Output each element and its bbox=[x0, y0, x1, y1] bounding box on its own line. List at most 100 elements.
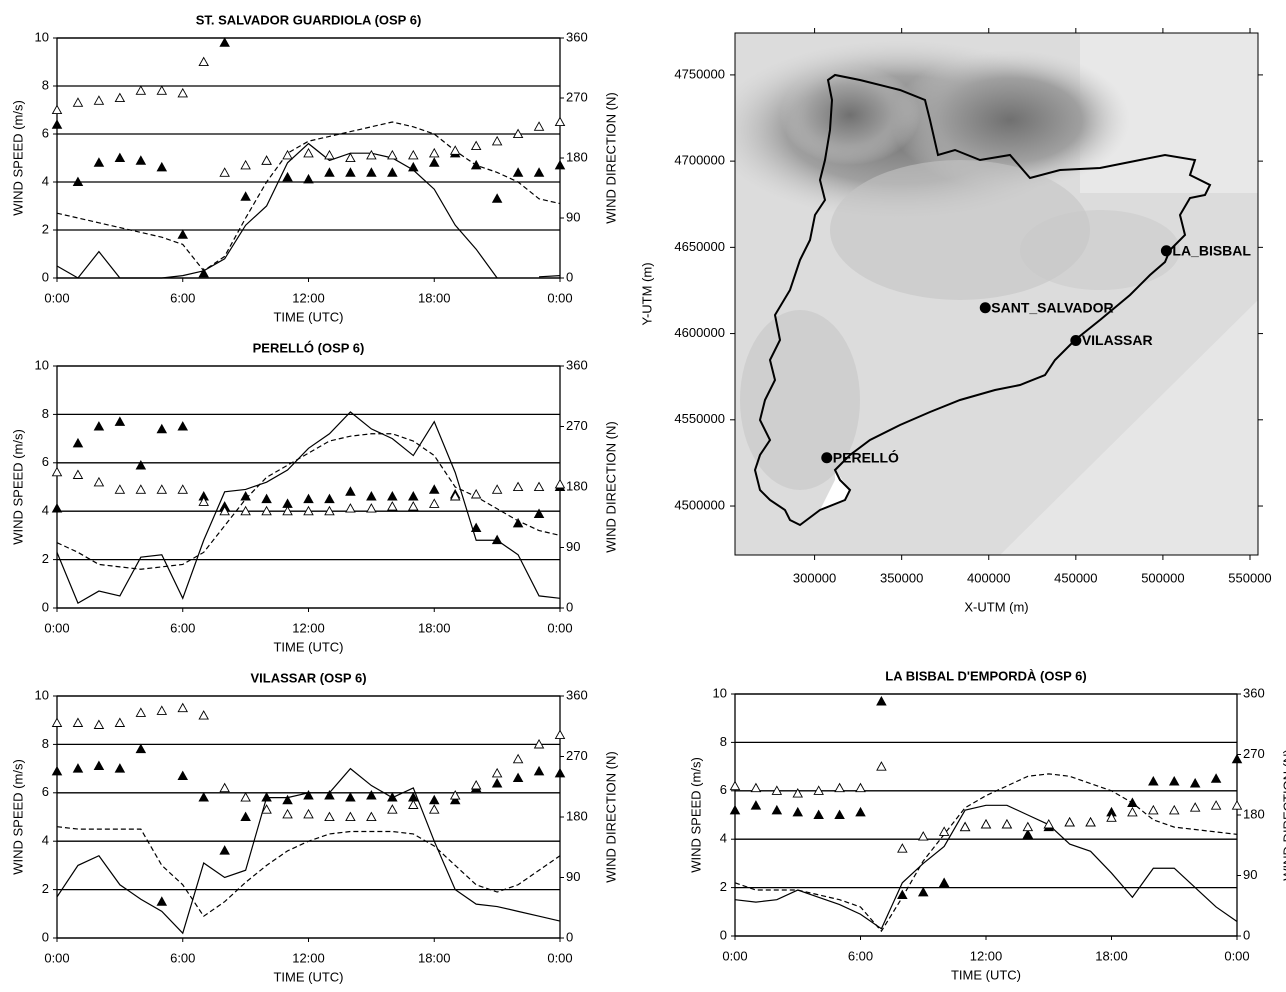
direction-marker bbox=[157, 163, 166, 171]
direction-marker bbox=[53, 120, 62, 128]
y2-tick-label: 270 bbox=[566, 418, 588, 433]
direction-marker bbox=[94, 96, 103, 104]
direction-marker bbox=[430, 158, 439, 166]
station bbox=[1161, 245, 1172, 256]
y-tick-label: 4 bbox=[42, 173, 49, 188]
direction-marker bbox=[136, 708, 145, 716]
direction-marker bbox=[199, 269, 208, 277]
y2-tick-label: 0 bbox=[566, 599, 573, 614]
direction-marker bbox=[430, 149, 439, 157]
y-axis-label: WIND SPEED (m/s) bbox=[10, 759, 25, 875]
direction-marker bbox=[388, 151, 397, 159]
y2-tick-label: 360 bbox=[566, 687, 588, 702]
direction-marker bbox=[877, 762, 886, 770]
direction-marker bbox=[325, 813, 334, 821]
direction-marker bbox=[556, 769, 565, 777]
y-tick-label: 6 bbox=[42, 125, 49, 140]
direction-marker bbox=[751, 784, 760, 792]
direction-marker bbox=[115, 718, 124, 726]
direction-marker bbox=[514, 755, 523, 763]
direction-marker bbox=[178, 422, 187, 430]
terrain bbox=[710, 33, 1258, 555]
y-tick-label: 4600000 bbox=[674, 325, 725, 340]
direction-marker bbox=[304, 175, 313, 183]
direction-marker bbox=[304, 495, 313, 503]
direction-marker bbox=[856, 808, 865, 816]
y2-tick-label: 90 bbox=[566, 869, 580, 884]
chart-title: PERELLÓ (OSP 6) bbox=[253, 340, 365, 355]
direction-marker bbox=[793, 808, 802, 816]
direction-marker bbox=[472, 490, 481, 498]
direction-marker bbox=[1233, 755, 1242, 763]
x-tick-label: 0:00 bbox=[547, 950, 572, 965]
direction-marker bbox=[835, 811, 844, 819]
direction-marker bbox=[53, 767, 62, 775]
x-tick-label: 0:00 bbox=[547, 290, 572, 305]
direction-marker bbox=[451, 146, 460, 154]
direction-marker bbox=[346, 168, 355, 176]
direction-marker bbox=[493, 485, 502, 493]
direction-marker bbox=[157, 86, 166, 94]
direction-marker bbox=[157, 897, 166, 905]
direction-marker bbox=[136, 156, 145, 164]
chart-title: LA BISBAL D'EMPORDÀ (OSP 6) bbox=[885, 668, 1086, 683]
direction-marker bbox=[73, 764, 82, 772]
direction-marker bbox=[1170, 777, 1179, 785]
y2-axis-label: WIND DIRECTION (N) bbox=[603, 92, 618, 223]
direction-marker bbox=[199, 711, 208, 719]
direction-marker bbox=[367, 504, 376, 512]
y-tick-label: 10 bbox=[35, 687, 49, 702]
direction-marker bbox=[1233, 801, 1242, 809]
direction-marker bbox=[493, 779, 502, 787]
y2-tick-label: 180 bbox=[566, 149, 588, 164]
station-label: SANT_SALVADOR bbox=[991, 299, 1113, 315]
x-axis-label: TIME (UTC) bbox=[273, 309, 343, 324]
direction-marker bbox=[388, 502, 397, 510]
direction-marker bbox=[430, 796, 439, 804]
direction-marker bbox=[178, 485, 187, 493]
y-tick-label: 10 bbox=[35, 357, 49, 372]
y-tick-label: 0 bbox=[720, 927, 727, 942]
y-tick-label: 0 bbox=[42, 269, 49, 284]
y-tick-label: 6 bbox=[42, 784, 49, 799]
direction-marker bbox=[136, 86, 145, 94]
direction-marker bbox=[136, 745, 145, 753]
x-tick-label: 6:00 bbox=[170, 290, 195, 305]
y2-tick-label: 270 bbox=[566, 748, 588, 763]
direction-marker bbox=[1065, 818, 1074, 826]
y-tick-label: 4650000 bbox=[674, 239, 725, 254]
y-tick-label: 8 bbox=[42, 406, 49, 421]
x-tick-label: 450000 bbox=[1054, 570, 1097, 585]
direction-marker bbox=[325, 495, 334, 503]
y-tick-label: 4700000 bbox=[674, 153, 725, 168]
direction-marker bbox=[430, 485, 439, 493]
y-tick-label: 2 bbox=[42, 221, 49, 236]
x-axis-label: X-UTM (m) bbox=[964, 599, 1028, 614]
direction-marker bbox=[877, 697, 886, 705]
y2-tick-label: 360 bbox=[566, 357, 588, 372]
direction-marker bbox=[493, 137, 502, 145]
y2-tick-label: 360 bbox=[1243, 685, 1265, 700]
direction-marker bbox=[1191, 779, 1200, 787]
direction-marker bbox=[556, 118, 565, 126]
direction-marker bbox=[472, 142, 481, 150]
x-tick-label: 500000 bbox=[1141, 570, 1184, 585]
direction-marker bbox=[136, 485, 145, 493]
direction-marker bbox=[178, 89, 187, 97]
x-tick-label: 12:00 bbox=[292, 620, 325, 635]
direction-marker bbox=[346, 504, 355, 512]
direction-marker bbox=[94, 158, 103, 166]
direction-marker bbox=[430, 499, 439, 507]
y2-tick-label: 0 bbox=[566, 269, 573, 284]
direction-marker bbox=[409, 800, 418, 808]
direction-marker bbox=[115, 94, 124, 102]
direction-marker bbox=[1086, 818, 1095, 826]
y-tick-label: 10 bbox=[713, 685, 727, 700]
x-tick-label: 300000 bbox=[793, 570, 836, 585]
direction-marker bbox=[346, 487, 355, 495]
direction-marker bbox=[472, 781, 481, 789]
direction-marker bbox=[241, 192, 250, 200]
y2-tick-label: 0 bbox=[566, 929, 573, 944]
direction-marker bbox=[304, 810, 313, 818]
direction-marker bbox=[241, 161, 250, 169]
